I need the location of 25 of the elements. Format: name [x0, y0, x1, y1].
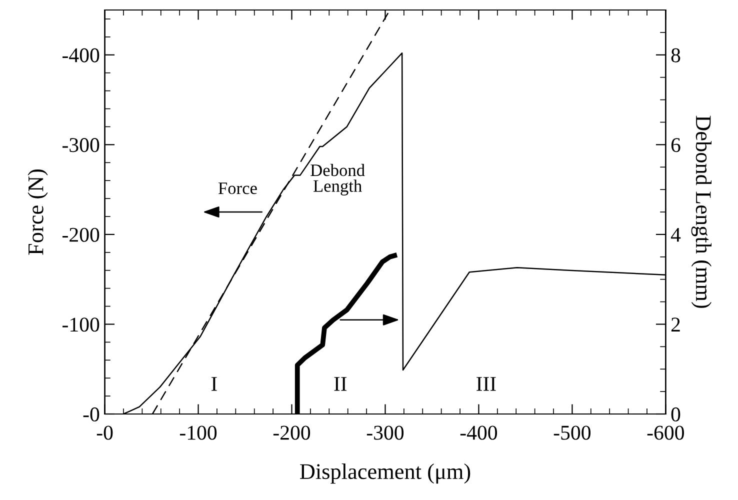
y-tick-label: -400 — [62, 48, 100, 62]
x-tick-label: -300 — [366, 426, 404, 440]
annotation: I — [211, 377, 217, 391]
x-tick-label: -600 — [647, 426, 684, 440]
annotation: Debond Length — [310, 164, 365, 196]
y-tick-label: -300 — [62, 138, 100, 152]
y2-tick-label: 4 — [670, 228, 681, 242]
y2-tick-label: 0 — [671, 407, 680, 422]
x-tick-label: -400 — [460, 426, 498, 440]
y-axis-title: Force (N) — [28, 169, 48, 255]
annotation: III — [476, 377, 496, 391]
y-tick-label: -0 — [83, 407, 100, 422]
y2-axis-title: Debond Length (mm) — [691, 116, 712, 308]
y2-tick-label: 2 — [671, 318, 680, 332]
x-tick-label: -200 — [273, 426, 310, 440]
y-tick-label: -100 — [62, 318, 100, 332]
y2-tick-label: 8 — [671, 48, 680, 62]
y-tick-label: -200 — [62, 228, 100, 242]
x-tick-label: -100 — [180, 426, 217, 440]
x-axis-title: Displacement (μm) — [300, 463, 470, 484]
annotation: II — [334, 377, 347, 391]
x-tick-label: -0 — [96, 426, 113, 440]
x-tick-label: -500 — [554, 426, 590, 440]
annotation: Force — [218, 182, 257, 194]
y2-tick-label: 6 — [671, 138, 680, 152]
